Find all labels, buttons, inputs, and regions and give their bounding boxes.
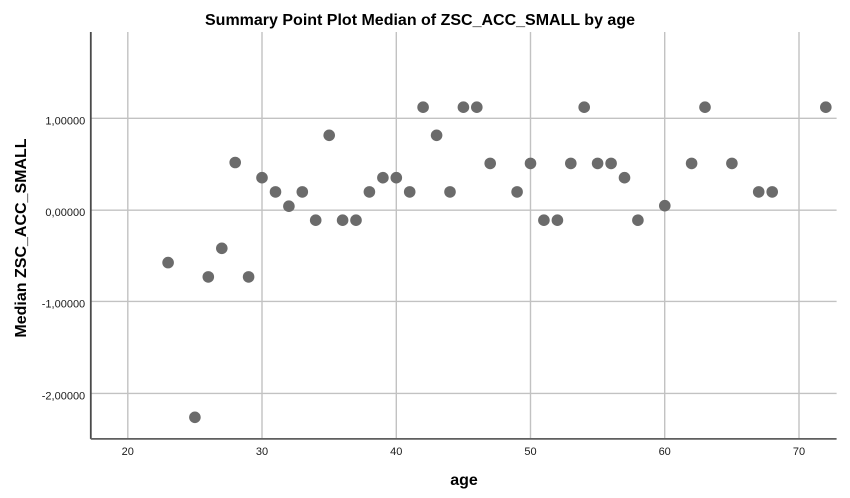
svg-text:Median ZSC_ACC_SMALL: Median ZSC_ACC_SMALL: [13, 138, 30, 337]
svg-text:70: 70: [793, 446, 805, 458]
svg-text:60: 60: [659, 446, 671, 458]
svg-text:20: 20: [122, 446, 134, 458]
svg-text:1,00000: 1,00000: [45, 115, 85, 127]
svg-text:-1,00000: -1,00000: [42, 298, 85, 310]
svg-text:Summary Point Plot Median of Z: Summary Point Plot Median of ZSC_ACC_SMA…: [205, 12, 635, 29]
svg-text:age: age: [450, 472, 478, 489]
svg-text:50: 50: [524, 446, 536, 458]
svg-text:30: 30: [256, 446, 268, 458]
svg-text:-2,00000: -2,00000: [42, 390, 85, 402]
svg-text:0,00000: 0,00000: [45, 207, 85, 219]
svg-text:40: 40: [390, 446, 402, 458]
